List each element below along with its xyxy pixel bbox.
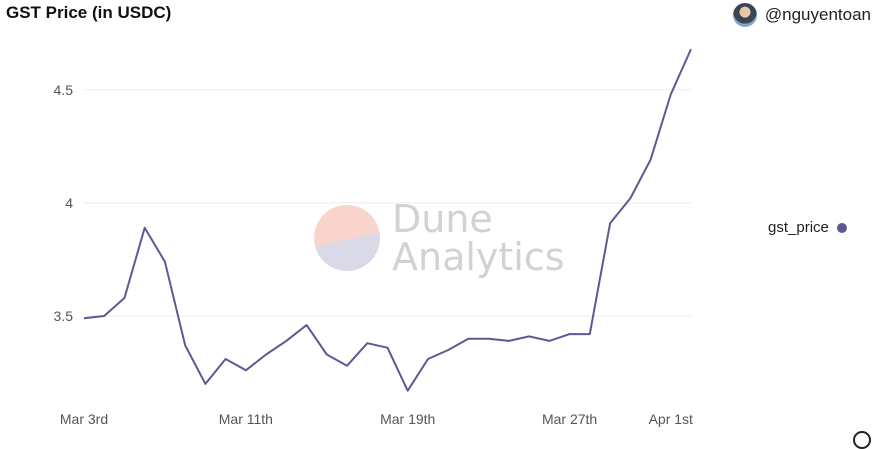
user-badge[interactable]: @nguyentoan xyxy=(732,3,871,27)
legend-dot-icon xyxy=(836,222,847,233)
y-axis-ticks: 3.5 4 4.5 xyxy=(54,82,74,324)
x-tick-label: Apr 1st xyxy=(649,411,693,427)
legend[interactable]: gst_price xyxy=(768,219,847,236)
legend-label: gst_price xyxy=(768,219,829,236)
grid-lines xyxy=(84,89,691,317)
series-line-gst-price xyxy=(83,48,692,392)
username: @nguyentoan xyxy=(764,5,871,24)
x-tick-label: Mar 11th xyxy=(219,411,273,427)
x-tick-label: Mar 19th xyxy=(380,411,435,427)
y-tick-label: 3.5 xyxy=(54,308,74,324)
x-axis-ticks: Mar 3rd Mar 11th Mar 19th Mar 27th Apr 1st xyxy=(60,411,693,427)
y-tick-label: 4.5 xyxy=(54,82,74,98)
x-tick-label: Mar 3rd xyxy=(60,411,108,427)
avatar xyxy=(732,3,757,27)
chart-title: GST Price (in USDC) xyxy=(6,3,172,22)
y-tick-label: 4 xyxy=(65,195,73,211)
help-icon[interactable] xyxy=(853,431,871,449)
x-tick-label: Mar 27th xyxy=(542,411,597,427)
